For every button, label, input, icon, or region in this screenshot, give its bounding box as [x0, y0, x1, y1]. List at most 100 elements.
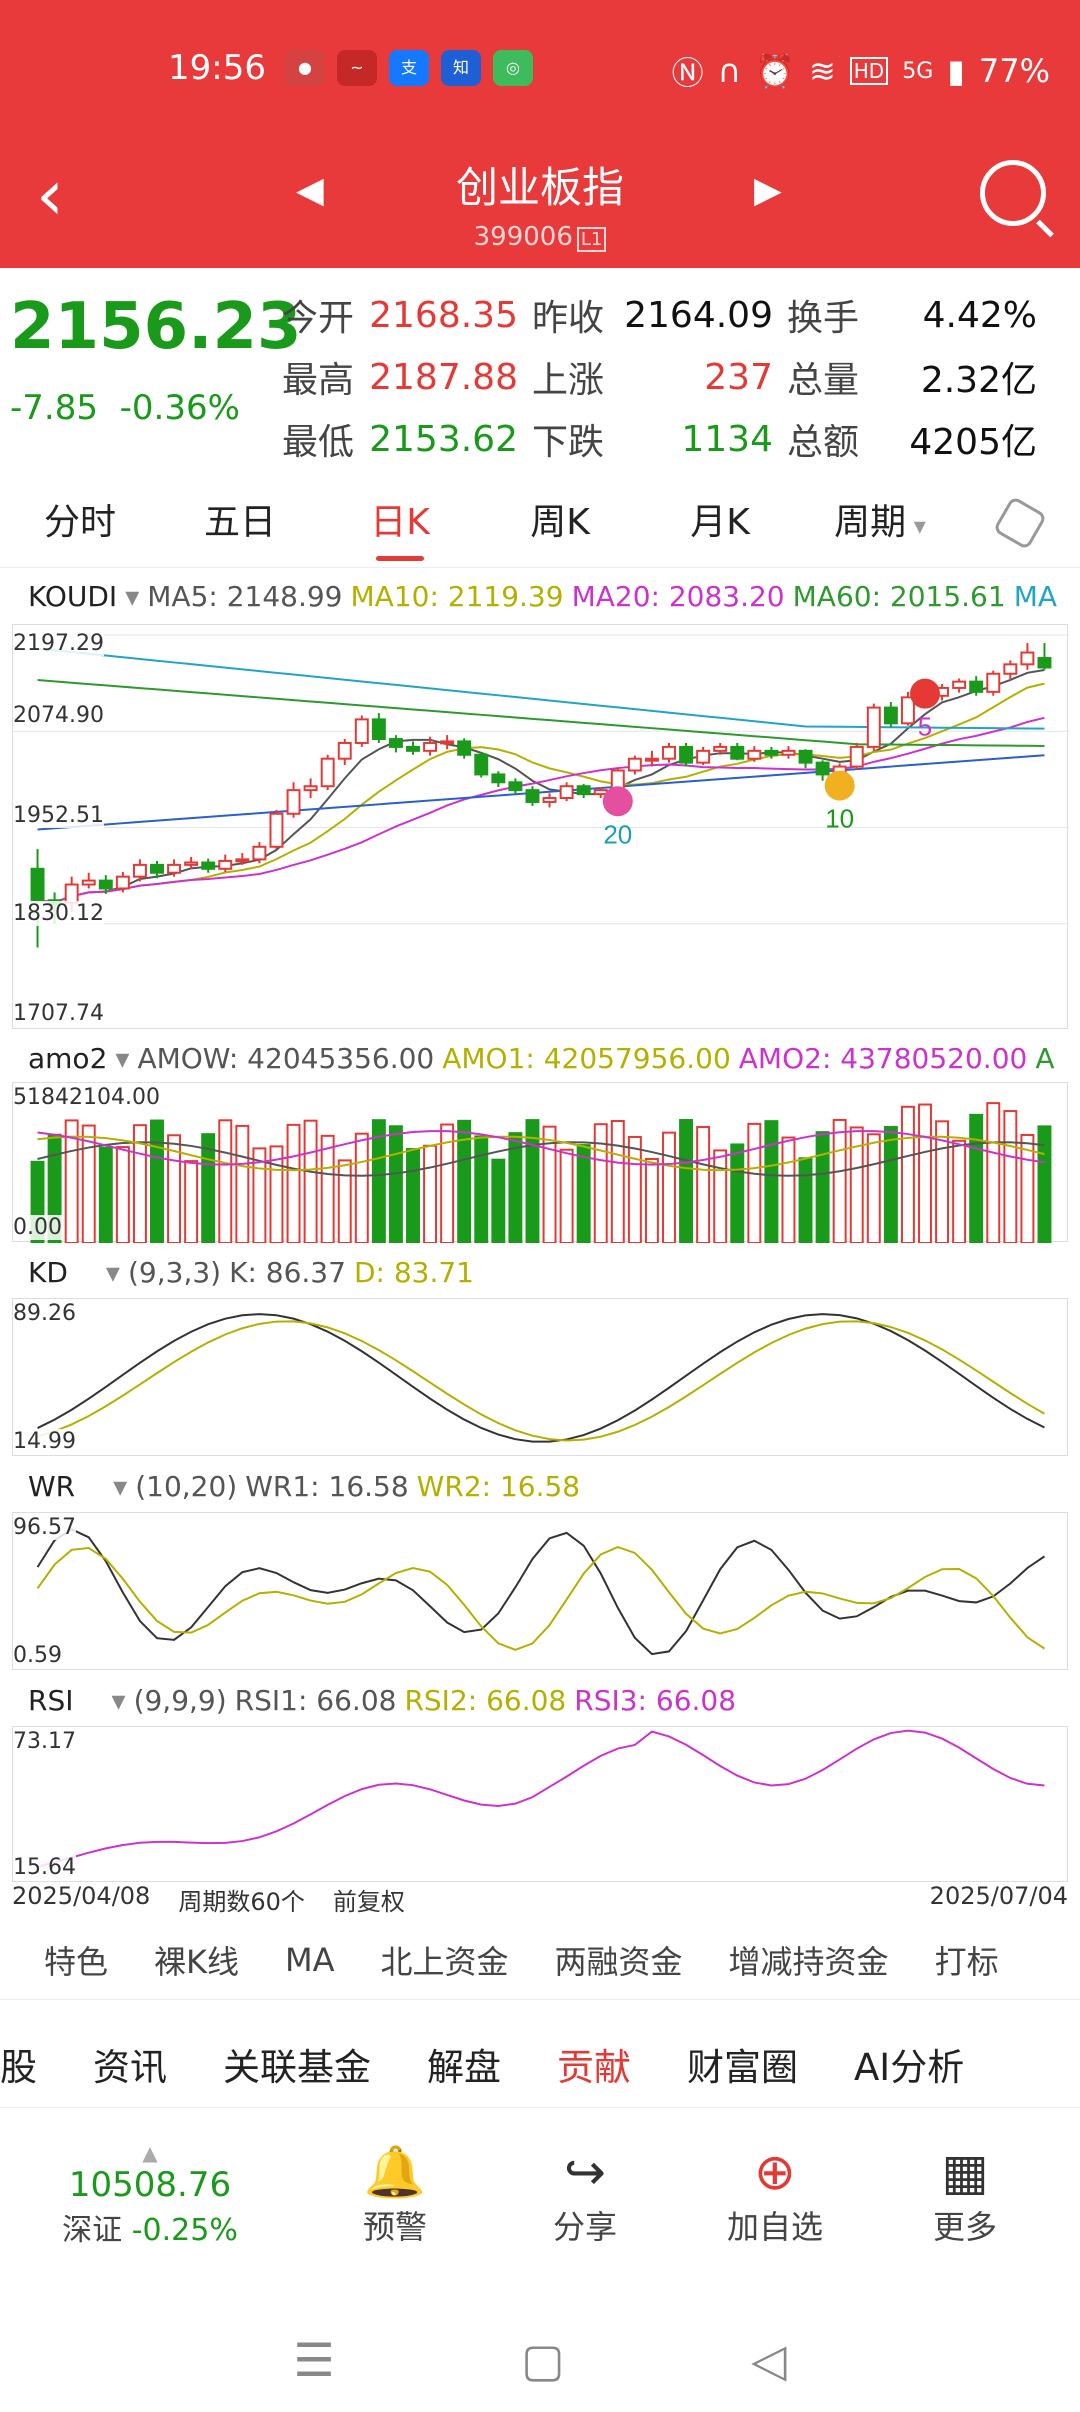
candle[interactable] [286, 789, 301, 815]
feature-5[interactable]: 增减持资金 [728, 1942, 889, 1981]
rsi-panel[interactable]: 73.17 15.64 [12, 1726, 1068, 1882]
settings-hex-icon[interactable] [960, 478, 1080, 567]
tool-button-3[interactable]: ▦ 更多 [870, 2142, 1060, 2248]
candle[interactable] [798, 749, 813, 764]
kd-chart[interactable] [13, 1299, 1069, 1457]
home-icon[interactable]: ▢ [521, 2333, 565, 2387]
candle[interactable] [952, 680, 967, 689]
candle[interactable] [132, 863, 147, 878]
prev-stock-icon[interactable]: ◀ [296, 170, 324, 211]
tab-2[interactable]: 日K [320, 478, 480, 567]
candle[interactable] [184, 861, 199, 866]
candle[interactable] [542, 797, 557, 803]
candle[interactable] [559, 785, 574, 800]
candle[interactable] [201, 861, 216, 870]
tab-1[interactable]: 五日 [203, 502, 276, 543]
next-stock-icon[interactable]: ▶ [754, 170, 782, 211]
candle[interactable] [1037, 657, 1052, 669]
tool-button-0[interactable]: 🔔 预警 [300, 2142, 490, 2248]
tab-0[interactable]: 分时 [43, 502, 116, 543]
subtab-3[interactable]: 解盘 [427, 2045, 501, 2089]
wr-chart[interactable] [13, 1513, 1069, 1671]
amo-legend[interactable]: amo2 ▾ AMOW: 42045356.00 AMO1: 42057956.… [28, 1042, 1054, 1075]
candle[interactable] [235, 858, 250, 863]
wr-legend[interactable]: WR ▾ (10,20) WR1: 16.58 WR2: 16.58 [28, 1470, 580, 1503]
kline-chart[interactable]: 20 10 5 [13, 625, 1069, 1030]
index-ticker[interactable]: ▲ 10508.76 深证 -0.25% [0, 2141, 300, 2249]
feature-4[interactable]: 两融资金 [554, 1942, 683, 1981]
signal-marker[interactable] [824, 770, 855, 801]
candle[interactable] [81, 879, 96, 886]
candle[interactable] [525, 789, 540, 803]
back-icon[interactable]: ‹ [36, 154, 64, 236]
wr-panel[interactable]: 96.57 0.59 [12, 1512, 1068, 1670]
subtab-2[interactable]: 关联基金 [223, 2045, 371, 2089]
candle[interactable] [98, 879, 113, 890]
tool-button-1[interactable]: ↪ 分享 [490, 2142, 680, 2248]
candle[interactable] [900, 696, 915, 725]
signal-marker[interactable] [910, 678, 940, 709]
candle[interactable] [627, 757, 642, 772]
koudi-legend[interactable]: KOUDI ▾ MA5: 2148.99 MA10: 2119.39 MA20:… [28, 580, 1057, 613]
feature-6[interactable]: 打标 [934, 1942, 999, 1981]
feature-3[interactable]: 北上资金 [380, 1942, 509, 1981]
subtab-1[interactable]: 资讯 [93, 2045, 167, 2089]
candle[interactable] [440, 740, 455, 745]
add-watchlist-button[interactable]: ⊕ 加自选 [680, 2142, 870, 2248]
candle[interactable] [64, 883, 79, 904]
adjust-mode[interactable]: 前复权 [332, 1888, 405, 1916]
candle[interactable] [320, 757, 335, 788]
subtab-0[interactable]: 股 [0, 2045, 37, 2089]
candle[interactable] [252, 845, 267, 861]
candle[interactable] [491, 773, 506, 784]
candle[interactable] [576, 785, 591, 796]
candle[interactable] [269, 812, 284, 848]
candle[interactable] [986, 672, 1001, 693]
candle[interactable] [679, 745, 694, 764]
candle[interactable] [662, 745, 676, 760]
subtab-5[interactable]: 财富圈 [687, 2045, 798, 2089]
kd-legend[interactable]: KD ▾ (9,3,3) K: 86.37 D: 83.71 [28, 1256, 474, 1289]
candle[interactable] [883, 706, 898, 725]
candle[interactable] [150, 863, 164, 874]
rsi-chart[interactable] [13, 1727, 1069, 1883]
back-nav-icon[interactable]: ◁ [751, 2333, 787, 2387]
menu-icon[interactable]: ☰ [293, 2333, 335, 2387]
candle[interactable] [1020, 651, 1035, 666]
candle[interactable] [30, 867, 45, 902]
candle[interactable] [849, 745, 864, 768]
kd-panel[interactable]: 89.26 14.99 [12, 1298, 1068, 1456]
candle[interactable] [866, 706, 881, 748]
candle[interactable] [969, 680, 984, 693]
candle[interactable] [388, 738, 403, 748]
candle[interactable] [781, 749, 796, 756]
candle[interactable] [730, 745, 745, 760]
candle[interactable] [508, 781, 523, 792]
candle[interactable] [474, 753, 489, 776]
candle[interactable] [644, 757, 659, 762]
candle[interactable] [747, 749, 762, 760]
candle[interactable] [303, 785, 318, 792]
tab-5[interactable]: 周期 ▾ [834, 502, 926, 543]
tab-4[interactable]: 月K [690, 502, 750, 543]
candle[interactable] [337, 741, 352, 760]
feature-0[interactable]: 特色 [44, 1942, 109, 1981]
candle[interactable] [371, 718, 386, 741]
subtab-6[interactable]: AI分析 [854, 2045, 965, 2089]
candle[interactable] [593, 789, 608, 796]
feature-1[interactable]: 裸K线 [154, 1942, 240, 1981]
signal-marker[interactable] [602, 786, 633, 817]
rsi-legend[interactable]: RSI ▾ (9,9,9) RSI1: 66.08 RSI2: 66.08 RS… [28, 1684, 736, 1717]
feature-2[interactable]: MA [285, 1940, 335, 1979]
subtab-4[interactable]: 贡献 [557, 2037, 631, 2091]
candle[interactable] [115, 875, 130, 890]
candle[interactable] [713, 745, 728, 752]
amo-panel[interactable]: 51842104.00 0.00 [12, 1082, 1068, 1245]
candle[interactable] [406, 745, 420, 752]
candle[interactable] [764, 749, 779, 756]
candle[interactable] [167, 863, 182, 874]
candle[interactable] [696, 749, 711, 764]
candle[interactable] [218, 859, 233, 870]
kline-panel[interactable]: 20 10 5 2197.29 2074.90 1952.51 1830.12 17… [12, 624, 1069, 1030]
candle[interactable] [815, 761, 830, 776]
